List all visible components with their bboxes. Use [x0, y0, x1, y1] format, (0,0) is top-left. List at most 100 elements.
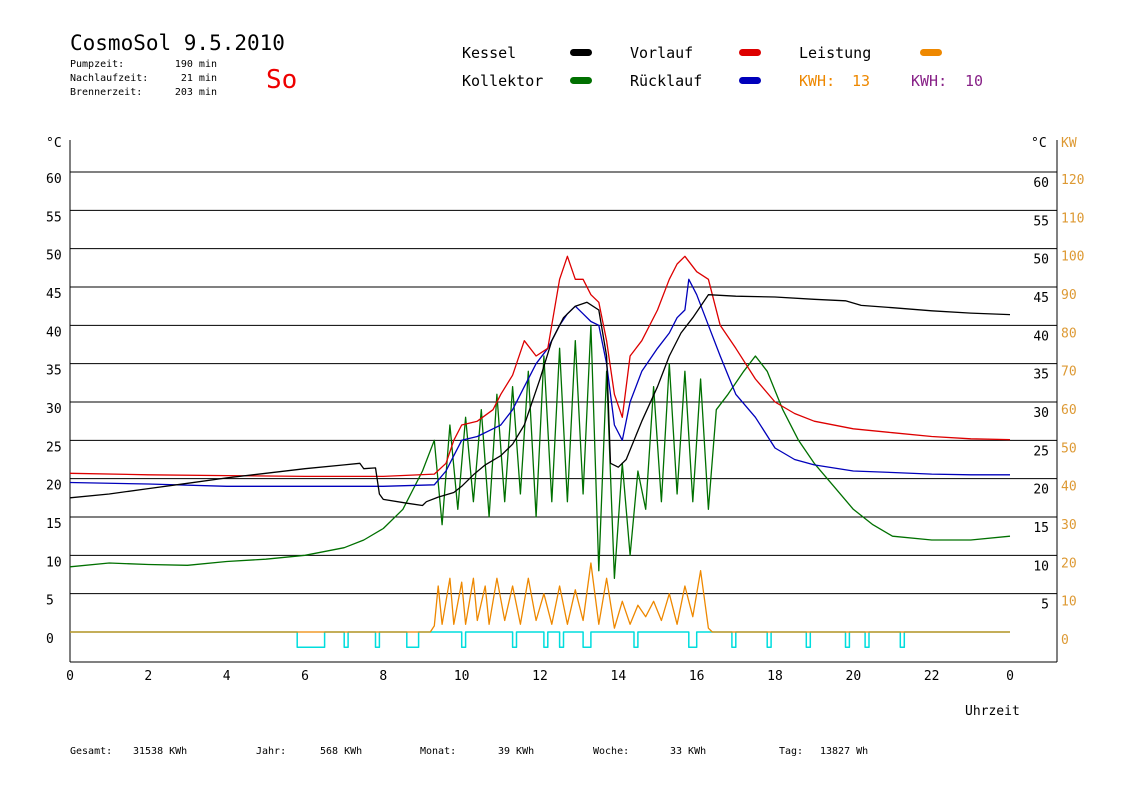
y-left-tick-15: 15: [46, 517, 62, 532]
x-tick-10: 20: [846, 669, 862, 684]
kw-tick-30: 30: [1061, 518, 1077, 533]
y-left-tick-60: 60: [46, 172, 62, 187]
y-right-tick-25: 25: [1033, 444, 1049, 459]
plot-frame: [69, 140, 1058, 663]
x-tick-9: 18: [767, 669, 783, 684]
stat-label-nachlaufzeit: Nachlaufzeit:: [70, 73, 148, 84]
y-left-tick-55: 55: [46, 210, 62, 225]
y-right-tick-55: 55: [1033, 214, 1049, 229]
y-right-tick-20: 20: [1033, 483, 1049, 498]
series-lines: [69, 255, 1011, 649]
footer-jahr-label: Jahr:: [256, 746, 286, 757]
legend-ruecklauf-swatch: [739, 77, 761, 84]
x-tick-5: 10: [454, 669, 470, 684]
y-left-tick-30: 30: [46, 402, 62, 417]
kw-tick-0: 0: [1061, 633, 1069, 648]
legend-leistung-label: Leistung: [799, 44, 871, 62]
footer-totals: Gesamt: 31538 KWh Jahr: 568 KWh Monat: 3…: [70, 746, 868, 757]
stat-value-nachlaufzeit: 21 min: [181, 73, 217, 84]
x-tick-0: 0: [66, 669, 74, 684]
y-axis-left-unit: °C: [46, 136, 62, 151]
kw-tick-80: 80: [1061, 326, 1077, 341]
stat-label-brennerzeit: Brennerzeit:: [70, 87, 142, 98]
y-right-tick-15: 15: [1033, 521, 1049, 536]
x-tick-3: 6: [301, 669, 309, 684]
legend-vorlauf-swatch: [739, 49, 761, 56]
y-left-tick-25: 25: [46, 440, 62, 455]
y-right-tick-30: 30: [1033, 406, 1049, 421]
x-axis-label: Uhrzeit: [965, 704, 1020, 719]
y-left-tick-5: 5: [46, 594, 54, 609]
y-left-tick-20: 20: [46, 479, 62, 494]
y-left-tick-0: 0: [46, 632, 54, 647]
footer-gesamt-value: 31538 KWh: [133, 746, 187, 757]
y-right-tick-10: 10: [1033, 559, 1049, 574]
y-axis-left-ticks: 0 5 10 15 20 25 30 35 40 45 50 55 60: [46, 172, 62, 647]
series-line-kollektor: [69, 324, 1011, 579]
legend-kollektor-swatch: [570, 77, 592, 84]
kw-tick-40: 40: [1061, 480, 1077, 495]
y-right-tick-60: 60: [1033, 176, 1049, 191]
x-tick-11: 22: [924, 669, 940, 684]
x-tick-6: 12: [532, 669, 548, 684]
y-right-tick-35: 35: [1033, 368, 1049, 383]
footer-monat-value: 39 KWh: [498, 746, 534, 757]
kw-tick-50: 50: [1061, 441, 1077, 456]
kw-tick-100: 100: [1061, 250, 1084, 265]
footer-woche-label: Woche:: [593, 746, 629, 757]
x-tick-4: 8: [379, 669, 387, 684]
grid-lines: [70, 171, 1057, 595]
series-line-vorlauf: [69, 255, 1011, 478]
footer-monat-label: Monat:: [420, 746, 456, 757]
kw-tick-10: 10: [1061, 595, 1077, 610]
footer-tag-value: 13827 Wh: [820, 746, 868, 757]
y-left-tick-50: 50: [46, 249, 62, 264]
footer-tag-label: Tag:: [779, 746, 803, 757]
kw-tick-90: 90: [1061, 288, 1077, 303]
legend-kollektor-label: Kollektor: [462, 72, 543, 90]
kw-tick-70: 70: [1061, 365, 1077, 380]
series-line-pump: [70, 631, 1010, 649]
x-tick-8: 16: [689, 669, 705, 684]
footer-woche-value: 33 KWh: [670, 746, 706, 757]
y-right-tick-40: 40: [1033, 329, 1049, 344]
kw-axis-ticks: 0 10 20 30 40 50 60 70 80 90 100 110 120: [1061, 173, 1084, 648]
y-left-tick-40: 40: [46, 325, 62, 340]
kw-tick-110: 110: [1061, 211, 1084, 226]
y-left-tick-35: 35: [46, 364, 62, 379]
kw-axis-unit: KW: [1061, 136, 1077, 151]
x-tick-1: 2: [144, 669, 152, 684]
footer-jahr-value: 568 KWh: [320, 746, 362, 757]
series-line-ruecklauf: [69, 278, 1010, 487]
chart-title: CosmoSol 9.5.2010: [70, 31, 285, 55]
x-tick-7: 14: [611, 669, 627, 684]
stat-label-pumpzeit: Pumpzeit:: [70, 59, 124, 70]
series-line-kessel: [69, 294, 1011, 507]
stat-value-brennerzeit: 203 min: [175, 87, 217, 98]
series-line-leistung: [70, 562, 1010, 633]
x-tick-2: 4: [223, 669, 231, 684]
x-axis-ticks: 0 2 4 6 8 10 12 14 16 18 20 22 0: [66, 669, 1014, 684]
y-left-tick-45: 45: [46, 287, 62, 302]
stat-value-pumpzeit: 190 min: [175, 59, 217, 70]
y-axis-right-unit: °C: [1031, 136, 1047, 151]
legend-kwh2-value: 10: [965, 72, 983, 90]
legend-kwh2-label: KWH:: [911, 72, 947, 90]
legend: Kessel Kollektor Vorlauf Rücklauf Leistu…: [462, 44, 983, 90]
header-stats: Pumpzeit: 190 min Nachlaufzeit: 21 min B…: [70, 59, 217, 98]
footer-gesamt-label: Gesamt:: [70, 746, 112, 757]
legend-kessel-label: Kessel: [462, 44, 516, 62]
kw-tick-20: 20: [1061, 556, 1077, 571]
legend-kwh1-label: KWH:: [799, 72, 835, 90]
x-tick-12: 0: [1006, 669, 1014, 684]
y-left-tick-10: 10: [46, 555, 62, 570]
y-axis-right-ticks: 5 10 15 20 25 30 35 40 45 50 55 60: [1033, 176, 1049, 613]
legend-leistung-swatch: [920, 49, 942, 56]
y-right-tick-5: 5: [1041, 598, 1049, 613]
legend-vorlauf-label: Vorlauf: [630, 44, 693, 62]
y-right-tick-50: 50: [1033, 253, 1049, 268]
kw-tick-120: 120: [1061, 173, 1084, 188]
legend-kwh1-value: 13: [852, 72, 870, 90]
legend-ruecklauf-label: Rücklauf: [630, 72, 702, 90]
